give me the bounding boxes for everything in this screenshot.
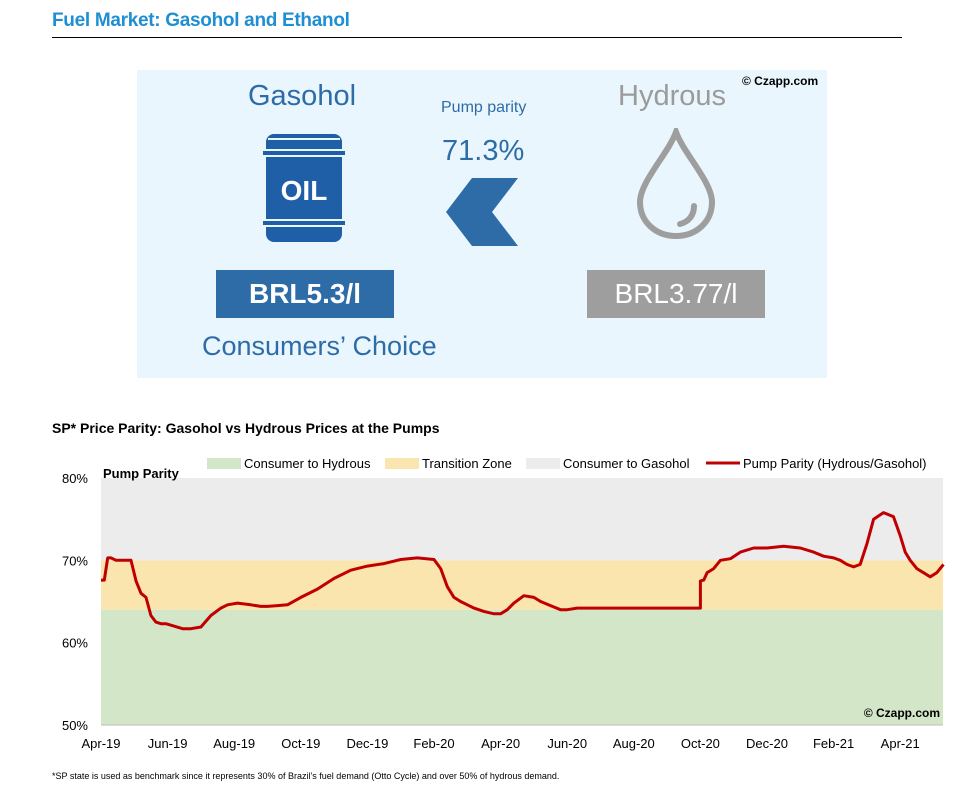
footnote: *SP state is used as benchmark since it … [52,771,560,781]
chart-axes: 50% 60% 70% 80% Apr-19 Jun-19 Aug-19 Oct-19 Dec-… [62,471,943,751]
legend-swatch-2 [526,458,560,469]
legend-label-1: Transition Zone [422,456,512,471]
legend-label-0: Consumer to Hydrous [244,456,371,471]
x-tick-label: Oct-20 [681,736,720,751]
band-0 [101,609,943,725]
chart-title: SP* Price Parity: Gasohol vs Hydrous Pri… [52,420,440,436]
x-tick-label: Apr-21 [881,736,920,751]
pump-parity-label: Pump parity [441,99,527,116]
hydrous-price-badge: BRL3.77/l [587,270,765,318]
y-tick-label: 80% [62,471,88,486]
consumers-choice-label: Consumers’ Choice [202,331,437,361]
x-tick-label: Apr-19 [81,736,120,751]
hydrous-label: Hydrous [618,80,726,112]
page-title: Fuel Market: Gasohol and Ethanol [52,10,350,31]
chart-bands [101,478,943,725]
oil-drum-icon: OIL [262,134,346,242]
series-line-pump-parity [101,511,945,631]
band-2 [101,478,943,561]
y-tick-label: 60% [62,636,88,651]
y-axis-label: Pump Parity [103,466,180,481]
title-divider [52,37,902,38]
x-tick-label: Oct-19 [281,736,320,751]
band-1 [101,560,943,610]
x-tick-label: Apr-20 [481,736,520,751]
gasohol-label: Gasohol [248,80,357,112]
pump-parity-chart: 50% 60% 70% 80% Apr-19 Jun-19 Aug-19 Oct-19 Dec-… [62,456,945,751]
x-tick-label: Dec-19 [346,736,388,751]
legend-swatch-1 [385,458,419,469]
pump-parity-value: 71.3% [442,135,525,167]
y-tick-label: 50% [62,718,88,733]
x-tick-label: Aug-20 [613,736,655,751]
x-tick-label: Feb-21 [813,736,854,751]
infographic-copyright: © Czapp.com [742,74,819,88]
chart-legend: Consumer to Hydrous Transition Zone Consum… [207,456,927,471]
arrow-left-icon [446,178,518,246]
x-tick-label: Aug-19 [213,736,255,751]
x-tick-label: Jun-20 [547,736,587,751]
x-tick-label: Dec-20 [746,736,788,751]
x-tick-label: Feb-20 [413,736,454,751]
oil-drum-label: OIL [281,175,328,206]
legend-label-3: Pump Parity (Hydrous/Gasohol) [743,456,927,471]
y-tick-label: 70% [62,553,88,568]
chart-line-layer [101,511,945,631]
legend-swatch-0 [207,458,241,469]
legend-label-2: Consumer to Gasohol [563,456,690,471]
x-tick-label: Jun-19 [148,736,188,751]
gasohol-price-badge: BRL5.3/l [216,270,394,318]
water-drop-icon [636,128,716,240]
chart-copyright: © Czapp.com [864,706,940,720]
